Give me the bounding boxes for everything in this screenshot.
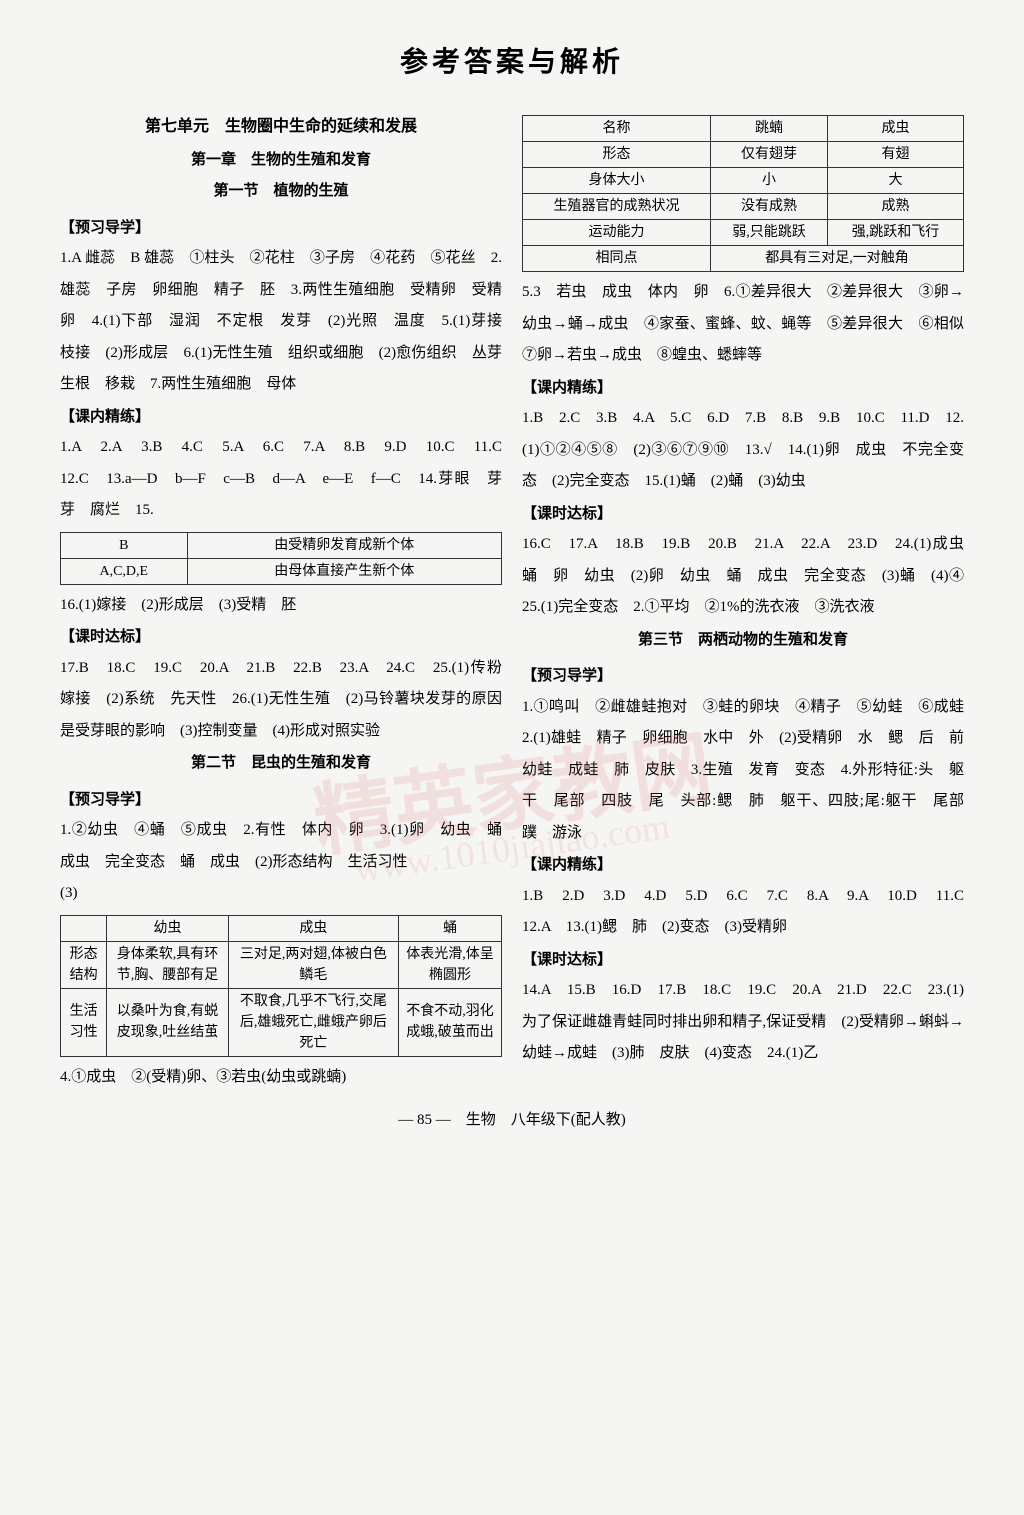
cell: 幼虫 — [107, 915, 228, 941]
table-row: 生活习性 以桑叶为食,有蜕皮现象,吐丝结茧 不取食,几乎不飞行,交尾后,雄蛾死亡… — [61, 988, 502, 1056]
keshi2-header: 【课时达标】 — [522, 498, 964, 530]
cell: 形态结构 — [61, 941, 107, 988]
cell: 小 — [711, 168, 828, 194]
cell: 蛹 — [399, 915, 502, 941]
right-column: 名称 跳蝻 成虫 形态 仅有翅芽 有翅 身体大小 小 大 生殖器官的成熟状况 没… — [522, 110, 964, 1093]
cell: 相同点 — [523, 246, 711, 272]
cell: 生殖器官的成熟状况 — [523, 194, 711, 220]
keshi2-content: 16.C 17.A 18.B 19.B 20.B 21.A 22.A 23.D … — [522, 529, 964, 624]
yuxi3-header: 【预习导学】 — [522, 660, 964, 692]
kenei3-content: 1.B 2.D 3.D 4.D 5.D 6.C 7.C 8.A 9.A 10.D… — [522, 881, 964, 944]
kenei3-header: 【课内精练】 — [522, 849, 964, 881]
page-title: 参考答案与解析 — [60, 40, 964, 80]
cell: 有翅 — [828, 142, 964, 168]
kenei1-content: 1.A 2.A 3.B 4.C 5.A 6.C 7.A 8.B 9.D 10.C… — [60, 432, 502, 527]
yuxi1-content: 1.A 雌蕊 B 雄蕊 ①柱头 ②花柱 ③子房 ④花药 ⑤花丝 2.雄蕊 子房 … — [60, 243, 502, 401]
cell: 仅有翅芽 — [711, 142, 828, 168]
page-footer: — 85 — 生物 八年级下(配人教) — [60, 1108, 964, 1129]
after-table3: 4.①成虫 ②(受精)卵、③若虫(幼虫或跳蝻) — [60, 1062, 502, 1094]
table-row: 运动能力 弱,只能跳跃 强,跳跃和飞行 — [523, 220, 964, 246]
cell: 都具有三对足,一对触角 — [711, 246, 964, 272]
cell: B — [61, 532, 188, 558]
table-row: 相同点 都具有三对足,一对触角 — [523, 246, 964, 272]
cell: 没有成熟 — [711, 194, 828, 220]
cell: 名称 — [523, 116, 711, 142]
cell: 大 — [828, 168, 964, 194]
q3-label: (3) — [60, 878, 502, 910]
cell: 由受精卵发育成新个体 — [187, 532, 501, 558]
keshi1-content: 17.B 18.C 19.C 20.A 21.B 22.B 23.A 24.C … — [60, 653, 502, 748]
cell: 由母体直接产生新个体 — [187, 558, 501, 584]
cell: 以桑叶为食,有蜕皮现象,吐丝结茧 — [107, 988, 228, 1056]
kenei2-content: 1.B 2.C 3.B 4.A 5.C 6.D 7.B 8.B 9.B 10.C… — [522, 403, 964, 498]
keshi3-content: 14.A 15.B 16.D 17.B 18.C 19.C 20.A 21.D … — [522, 975, 964, 1070]
yuxi2-content: 1.②幼虫 ④蛹 ⑤成虫 2.有性 体内 卵 3.(1)卵 幼虫 蛹 成虫 完全… — [60, 815, 502, 878]
chapter-header: 第一章 生物的生殖和发育 — [60, 144, 502, 176]
yuxi2-header: 【预习导学】 — [60, 784, 502, 816]
cell: 身体柔软,具有环节,胸、腰部有足 — [107, 941, 228, 988]
cell: 不食不动,羽化成蛾,破茧而出 — [399, 988, 502, 1056]
table-q3: 幼虫 成虫 蛹 形态结构 身体柔软,具有环节,胸、腰部有足 三对足,两对翅,体被… — [60, 915, 502, 1057]
cell: 成虫 — [228, 915, 398, 941]
cell — [61, 915, 107, 941]
table-row: 生殖器官的成熟状况 没有成熟 成熟 — [523, 194, 964, 220]
table-row: 形态结构 身体柔软,具有环节,胸、腰部有足 三对足,两对翅,体被白色鳞毛 体表光… — [61, 941, 502, 988]
cell: 形态 — [523, 142, 711, 168]
section1-header: 第一节 植物的生殖 — [60, 175, 502, 207]
table-row: 名称 跳蝻 成虫 — [523, 116, 964, 142]
table-top-right: 名称 跳蝻 成虫 形态 仅有翅芽 有翅 身体大小 小 大 生殖器官的成熟状况 没… — [522, 115, 964, 272]
cell: A,C,D,E — [61, 558, 188, 584]
cell: 跳蝻 — [711, 116, 828, 142]
content-columns: 第七单元 生物圈中生命的延续和发展 第一章 生物的生殖和发育 第一节 植物的生殖… — [60, 110, 964, 1093]
after-top-table: 5.3 若虫 成虫 体内 卵 6.①差异很大 ②差异很大 ③卵→幼虫→蛹→成虫 … — [522, 277, 964, 372]
yuxi3-content: 1.①鸣叫 ②雌雄蛙抱对 ③蛙的卵块 ④精子 ⑤幼蛙 ⑥成蛙 2.(1)雄蛙 精… — [522, 692, 964, 850]
cell: 三对足,两对翅,体被白色鳞毛 — [228, 941, 398, 988]
after-table15: 16.(1)嫁接 (2)形成层 (3)受精 胚 — [60, 590, 502, 622]
cell: 体表光滑,体呈椭圆形 — [399, 941, 502, 988]
keshi-header: 【课时达标】 — [60, 621, 502, 653]
unit-header: 第七单元 生物圈中生命的延续和发展 — [60, 110, 502, 144]
kenei2-header: 【课内精练】 — [522, 372, 964, 404]
section3-header: 第三节 两栖动物的生殖和发育 — [522, 624, 964, 656]
table-row: 身体大小 小 大 — [523, 168, 964, 194]
table-row: A,C,D,E 由母体直接产生新个体 — [61, 558, 502, 584]
keshi3-header: 【课时达标】 — [522, 944, 964, 976]
left-column: 第七单元 生物圈中生命的延续和发展 第一章 生物的生殖和发育 第一节 植物的生殖… — [60, 110, 502, 1093]
kenei-header: 【课内精练】 — [60, 401, 502, 433]
table-row: 形态 仅有翅芽 有翅 — [523, 142, 964, 168]
cell: 身体大小 — [523, 168, 711, 194]
yuxi-header: 【预习导学】 — [60, 212, 502, 244]
table-row: B 由受精卵发育成新个体 — [61, 532, 502, 558]
cell: 运动能力 — [523, 220, 711, 246]
table-q15: B 由受精卵发育成新个体 A,C,D,E 由母体直接产生新个体 — [60, 532, 502, 585]
cell: 生活习性 — [61, 988, 107, 1056]
cell: 强,跳跃和飞行 — [828, 220, 964, 246]
cell: 成熟 — [828, 194, 964, 220]
table-row: 幼虫 成虫 蛹 — [61, 915, 502, 941]
cell: 成虫 — [828, 116, 964, 142]
section2-header: 第二节 昆虫的生殖和发育 — [60, 747, 502, 779]
cell: 弱,只能跳跃 — [711, 220, 828, 246]
cell: 不取食,几乎不飞行,交尾后,雄蛾死亡,雌蛾产卵后死亡 — [228, 988, 398, 1056]
